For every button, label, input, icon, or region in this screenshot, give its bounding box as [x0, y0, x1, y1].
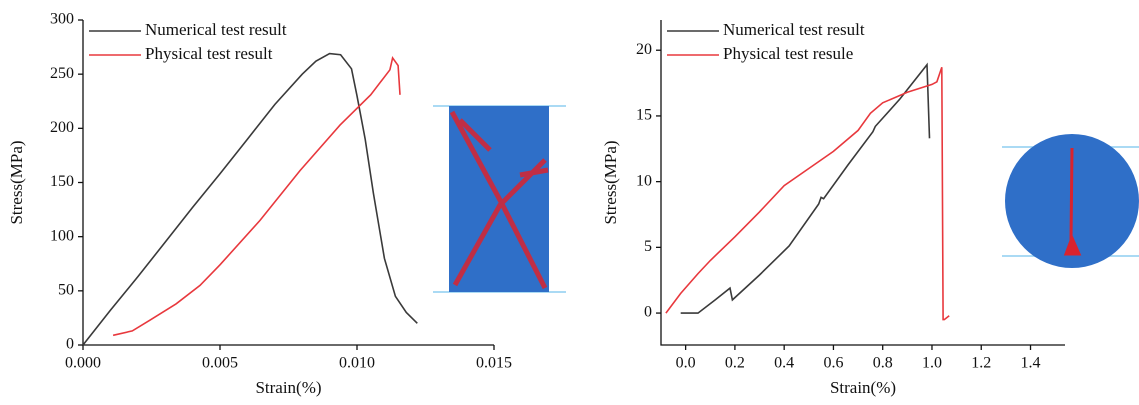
- y-tick-label: 250: [50, 65, 74, 82]
- left-inset: [433, 105, 566, 293]
- y-tick-label: 50: [58, 282, 74, 299]
- data-line: [665, 67, 950, 321]
- axis-line: [660, 20, 1065, 346]
- inset-crack: [1063, 147, 1082, 256]
- x-tick-label: 0.000: [65, 355, 101, 372]
- x-axis-label: Strain(%): [255, 378, 321, 397]
- y-axis-label: Stress(MPa): [7, 140, 26, 224]
- x-tick-label: 0.2: [725, 355, 745, 372]
- x-tick-label: 0.005: [202, 355, 238, 372]
- y-tick-label: 10: [636, 172, 652, 189]
- y-tick-label: 100: [50, 227, 74, 244]
- x-tick-label: 0.8: [873, 355, 893, 372]
- right-inset: [1002, 134, 1139, 268]
- legend-label: Numerical test result: [145, 20, 287, 39]
- y-tick-label: 200: [50, 119, 74, 136]
- legend-label: Numerical test result: [723, 20, 865, 39]
- x-tick-label: 1.4: [1021, 355, 1041, 372]
- x-tick-label: 0.6: [823, 355, 843, 372]
- x-axis-label: Strain(%): [830, 378, 896, 397]
- x-tick-label: 0.4: [774, 355, 794, 372]
- x-tick-label: 0.010: [339, 355, 375, 372]
- x-tick-label: 1.2: [971, 355, 991, 372]
- data-line: [112, 55, 401, 337]
- data-line: [680, 62, 931, 314]
- y-tick-label: 0: [644, 304, 652, 321]
- inset-cracks: [449, 110, 549, 290]
- y-axis-label: Stress(MPa): [601, 140, 620, 224]
- y-tick-label: 20: [636, 41, 652, 58]
- legend-label: Physical test resule: [723, 44, 853, 63]
- x-tick-label: 0.0: [676, 355, 696, 372]
- y-tick-label: 150: [50, 173, 74, 190]
- legend-label: Physical test result: [145, 44, 273, 63]
- y-tick-label: 0: [66, 336, 74, 353]
- data-line: [82, 52, 418, 346]
- y-tick-label: 15: [636, 107, 652, 124]
- x-tick-label: 0.015: [476, 355, 512, 372]
- axis-line: [82, 20, 494, 346]
- y-tick-label: 300: [50, 11, 74, 28]
- y-tick-label: 5: [644, 238, 652, 255]
- x-tick-label: 1.0: [922, 355, 942, 372]
